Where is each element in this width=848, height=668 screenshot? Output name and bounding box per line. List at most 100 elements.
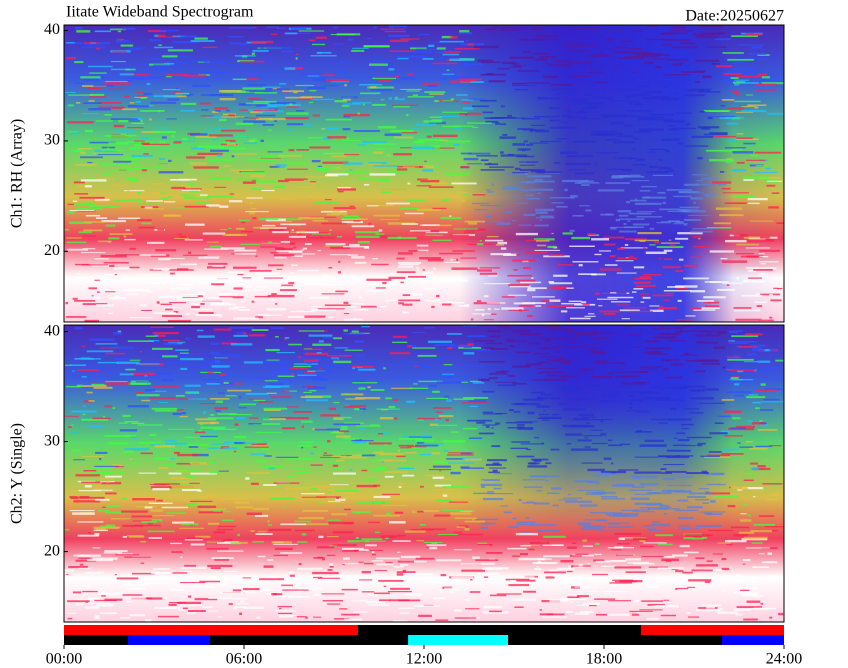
spectrogram-texture bbox=[206, 541, 219, 543]
spectrogram-texture bbox=[440, 574, 447, 577]
spectrogram-texture bbox=[649, 227, 655, 230]
spectrogram-texture bbox=[290, 264, 298, 267]
spectrogram-texture bbox=[746, 353, 758, 356]
spectrogram-texture bbox=[152, 331, 179, 335]
spectrogram-texture bbox=[668, 128, 679, 131]
spectrogram-texture bbox=[472, 193, 486, 196]
spectrogram-texture bbox=[277, 605, 293, 608]
spectrogram-texture bbox=[266, 46, 291, 49]
spectrogram-texture bbox=[184, 223, 205, 226]
spectrogram-texture bbox=[273, 595, 301, 597]
spectrogram-texture bbox=[539, 348, 559, 350]
spectrogram-texture bbox=[442, 492, 450, 495]
spectrogram-texture bbox=[484, 295, 489, 298]
spectrogram-texture bbox=[153, 457, 175, 460]
spectrogram-texture bbox=[288, 281, 295, 285]
spectrogram-texture bbox=[67, 131, 79, 133]
spectrogram-texture bbox=[251, 300, 255, 303]
spectrogram-texture bbox=[449, 58, 475, 62]
spectrogram-texture bbox=[190, 462, 208, 465]
spectrogram-texture bbox=[356, 501, 383, 505]
spectrogram-texture bbox=[661, 44, 673, 46]
spectrogram-texture bbox=[632, 562, 655, 565]
spectrogram-texture bbox=[494, 473, 512, 475]
spectrogram-texture bbox=[313, 446, 317, 448]
spectrogram-texture bbox=[721, 187, 731, 190]
spectrogram-texture bbox=[304, 315, 326, 318]
spectrogram-texture bbox=[66, 385, 81, 388]
spectrogram-texture bbox=[647, 492, 672, 495]
spectrogram-texture bbox=[416, 185, 432, 187]
spectrogram-texture bbox=[581, 462, 603, 464]
spectrogram-texture bbox=[701, 362, 720, 365]
spectrogram-texture bbox=[202, 188, 213, 190]
spectrogram-texture bbox=[267, 294, 295, 298]
spectrogram-texture bbox=[271, 593, 277, 596]
spectrogram-texture bbox=[100, 347, 118, 349]
spectrogram-texture bbox=[758, 274, 768, 277]
spectrogram-texture bbox=[275, 247, 293, 251]
spectrogram-texture bbox=[594, 553, 602, 556]
spectrogram-texture bbox=[593, 360, 608, 363]
spectrogram-texture bbox=[77, 272, 80, 275]
spectrogram-texture bbox=[500, 154, 528, 157]
spectrogram-texture bbox=[643, 90, 662, 94]
spectrogram-texture bbox=[543, 346, 549, 349]
spectrogram-texture bbox=[670, 363, 684, 366]
spectrogram-texture bbox=[199, 194, 208, 196]
spectrogram-texture bbox=[170, 179, 190, 181]
spectrogram-texture bbox=[222, 510, 232, 513]
spectrogram-texture bbox=[486, 235, 499, 238]
spectrogram-texture bbox=[731, 340, 758, 343]
spectrogram-texture bbox=[265, 88, 291, 91]
spectrogram-texture bbox=[398, 599, 421, 602]
spectrogram-texture bbox=[725, 539, 747, 543]
spectrogram-texture bbox=[454, 127, 462, 130]
spectrogram-texture bbox=[105, 524, 116, 527]
spectrogram-texture bbox=[145, 282, 167, 285]
spectrogram-texture bbox=[166, 61, 191, 63]
spectrogram-texture bbox=[700, 455, 720, 457]
spectrogram-texture bbox=[709, 159, 734, 162]
spectrogram-texture bbox=[316, 546, 335, 549]
spectrogram-texture bbox=[688, 579, 712, 582]
spectrogram-texture bbox=[693, 309, 716, 311]
spectrogram-texture bbox=[89, 72, 107, 74]
spectrogram-texture bbox=[692, 236, 702, 238]
spectrogram-texture bbox=[719, 331, 727, 334]
spectrogram-texture bbox=[581, 106, 599, 110]
spectrogram-texture bbox=[239, 403, 256, 406]
spectrogram-texture bbox=[297, 588, 324, 590]
spectrogram-texture bbox=[328, 521, 354, 525]
spectrogram-texture bbox=[577, 182, 600, 184]
spectrogram-texture bbox=[442, 303, 452, 306]
spectrogram-texture bbox=[169, 458, 175, 460]
spectrogram-texture bbox=[442, 125, 460, 128]
spectrogram-texture bbox=[725, 239, 747, 243]
spectrogram-texture bbox=[635, 158, 646, 161]
spectrogram-texture bbox=[167, 98, 180, 101]
spectrogram-texture bbox=[694, 527, 699, 530]
spectrogram-texture bbox=[157, 334, 166, 337]
spectrogram-texture bbox=[370, 389, 385, 391]
spectrogram-texture bbox=[442, 376, 454, 378]
spectrogram-texture bbox=[162, 55, 178, 58]
spectrogram-texture bbox=[352, 382, 378, 384]
spectrogram-texture bbox=[268, 241, 273, 244]
spectrogram-texture bbox=[253, 423, 281, 425]
spectrogram-texture bbox=[267, 151, 283, 153]
spectrogram-texture bbox=[402, 311, 409, 314]
spectrogram-texture bbox=[606, 139, 620, 141]
spectrogram-texture bbox=[343, 113, 370, 117]
spectrogram-texture bbox=[311, 308, 336, 312]
spectrogram-texture bbox=[172, 41, 200, 44]
spectrogram-texture bbox=[412, 94, 419, 97]
spectrogram-texture bbox=[432, 390, 440, 393]
spectrogram-texture bbox=[544, 339, 551, 342]
spectrogram-texture bbox=[497, 325, 504, 328]
spectrogram-texture bbox=[153, 95, 177, 98]
spectrogram-texture bbox=[625, 558, 641, 561]
spectrogram-texture bbox=[317, 165, 322, 167]
spectrogram-texture bbox=[356, 484, 377, 488]
spectrogram-texture bbox=[206, 360, 222, 363]
